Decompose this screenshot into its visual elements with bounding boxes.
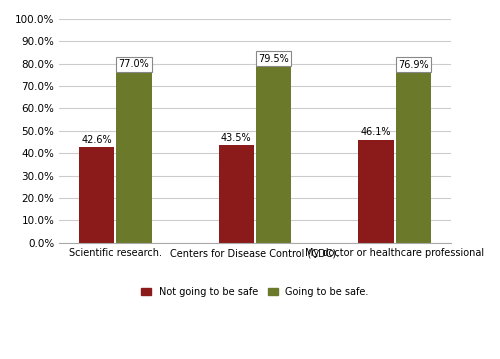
Bar [79, 148, 114, 243]
Bar [396, 71, 431, 243]
Text: 76.9%: 76.9% [398, 60, 429, 70]
Text: 42.6%: 42.6% [81, 135, 112, 145]
Bar [256, 65, 292, 243]
Text: 79.5%: 79.5% [258, 54, 289, 64]
Text: 46.1%: 46.1% [361, 127, 392, 137]
Bar [218, 145, 254, 243]
Text: 43.5%: 43.5% [221, 133, 252, 143]
Legend: Not going to be safe, Going to be safe.: Not going to be safe, Going to be safe. [138, 283, 372, 300]
Text: 77.0%: 77.0% [118, 59, 149, 69]
Bar [116, 70, 152, 243]
Bar [358, 140, 394, 243]
